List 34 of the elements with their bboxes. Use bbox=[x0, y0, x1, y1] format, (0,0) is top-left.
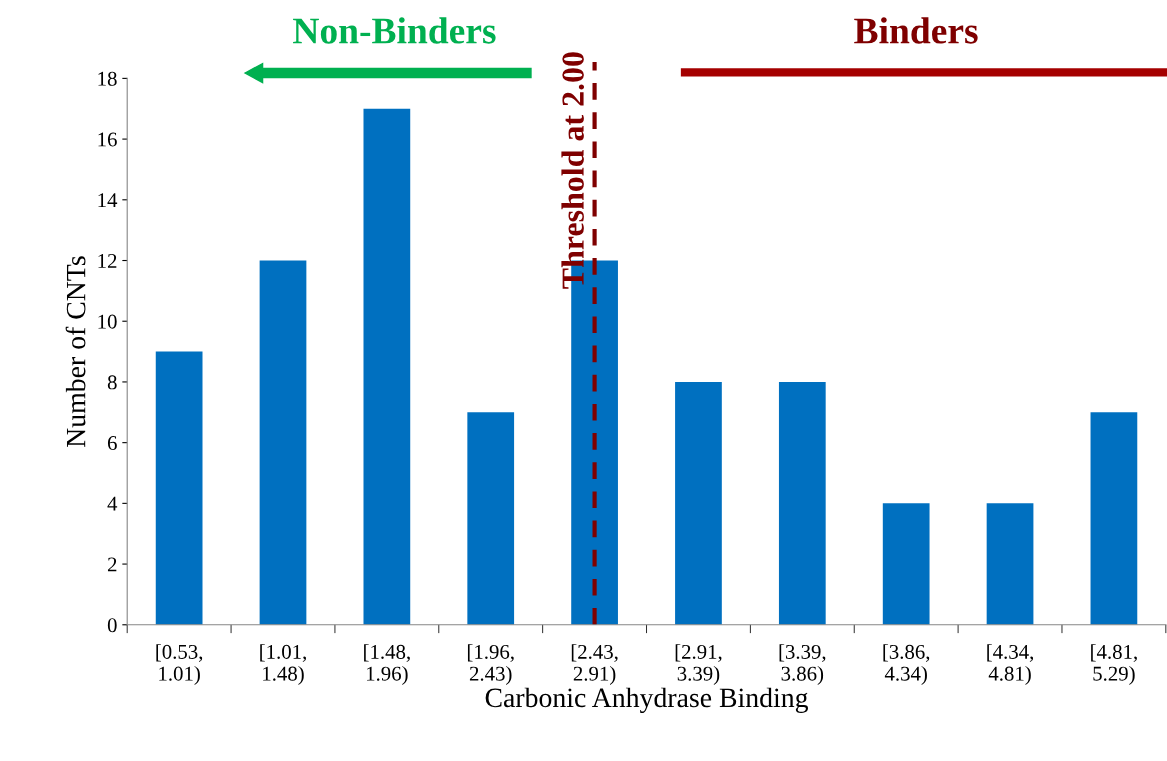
x-tick-label: [1.48, 1.96) bbox=[364, 644, 410, 685]
x-tick-label: [4.81, 5.29) bbox=[1091, 644, 1137, 685]
y-tick-label: 0 bbox=[107, 618, 117, 633]
x-axis-title: Carbonic Anhydrase Binding bbox=[485, 687, 808, 713]
bar bbox=[467, 412, 515, 625]
y-tick-label: 12 bbox=[98, 253, 117, 268]
y-tick-label: 18 bbox=[98, 71, 117, 86]
bar bbox=[259, 260, 307, 625]
y-tick-label: 8 bbox=[107, 375, 117, 390]
y-tick-label: 14 bbox=[98, 193, 118, 208]
x-tick-label: [3.86, 4.34) bbox=[883, 644, 930, 685]
bar bbox=[363, 108, 411, 625]
x-tick-label: [1.01, 1.48) bbox=[260, 644, 306, 685]
y-tick-label: 2 bbox=[107, 557, 117, 572]
text: Non-Binders bbox=[293, 17, 496, 44]
y-tick-label: 6 bbox=[107, 436, 117, 451]
x-tick-label: [1.96, 2.43) bbox=[467, 644, 514, 685]
bar bbox=[155, 351, 203, 625]
y-tick-label: 4 bbox=[107, 496, 118, 511]
y-axis-title: Number of CNTs bbox=[65, 256, 86, 448]
bar bbox=[882, 503, 930, 625]
ref-line-label: Threshold at 2.00 bbox=[561, 52, 585, 289]
x-tick-label: [2.43, 2.91) bbox=[571, 644, 618, 685]
text: Binders bbox=[854, 17, 978, 44]
bar bbox=[986, 503, 1034, 625]
x-tick-label: [2.91, 3.39) bbox=[675, 644, 722, 685]
x-tick-label: [0.53, 1.01) bbox=[156, 644, 203, 685]
x-tick-label: [3.39, 3.86) bbox=[779, 644, 826, 685]
bar bbox=[1090, 412, 1138, 625]
bar bbox=[675, 381, 722, 625]
y-tick-label: 10 bbox=[98, 314, 117, 329]
y-tick-label: 16 bbox=[98, 132, 117, 147]
x-tick-label: [4.34, 4.81) bbox=[987, 644, 1034, 685]
bar bbox=[778, 381, 826, 625]
